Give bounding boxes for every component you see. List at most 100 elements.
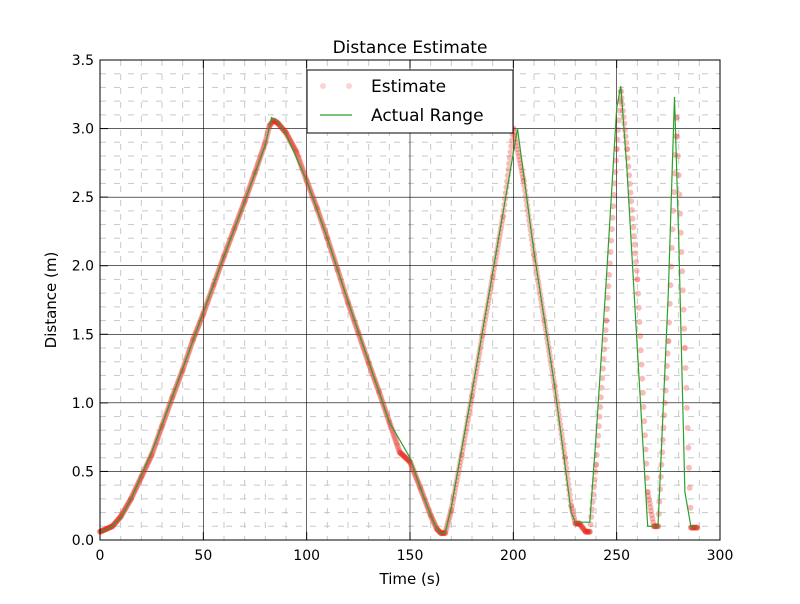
estimate-point [400, 452, 407, 459]
estimate-point [638, 361, 645, 368]
estimate-point [646, 500, 653, 507]
estimate-point [584, 528, 591, 535]
estimate-point [524, 202, 531, 209]
estimate-point [616, 107, 623, 114]
estimate-point [567, 497, 574, 504]
estimate-point [610, 191, 617, 198]
estimate-point [515, 153, 522, 160]
estimate-point [643, 460, 650, 467]
estimate-point [508, 137, 515, 144]
estimate-point [622, 133, 629, 140]
estimate-point [392, 437, 399, 444]
estimate-point [648, 511, 655, 518]
estimate-point [579, 525, 586, 532]
x-tick-label: 150 [397, 548, 424, 564]
estimate-point [273, 119, 280, 126]
estimate-point [274, 119, 281, 126]
estimate-point [621, 120, 628, 127]
estimate-point [623, 139, 630, 146]
estimate-point [271, 117, 278, 124]
estimate-point [515, 149, 522, 156]
estimate-point [582, 528, 589, 535]
x-tick-label: 100 [293, 548, 320, 564]
estimate-point [658, 461, 665, 468]
estimate-point [609, 214, 616, 221]
estimate-point [450, 495, 457, 502]
estimate-point [608, 226, 615, 233]
estimate-point [507, 148, 514, 155]
estimate-point [605, 283, 612, 290]
estimate-point [639, 375, 646, 382]
legend-estimate-label: Estimate [371, 77, 446, 97]
estimate-point [635, 290, 642, 297]
estimate-point [604, 294, 611, 301]
axis-tick-labels: 0 50 100 150 200 250 300 0.0 0.5 1.0 1.5 2.0 2.5 3.0 3… [72, 53, 734, 564]
estimate-point [641, 418, 648, 425]
estimate-point [606, 271, 613, 278]
y-tick-label: 0.0 [72, 533, 94, 549]
estimate-point [634, 276, 641, 283]
estimate-point [400, 453, 407, 460]
estimate-point [686, 484, 693, 491]
estimate-point [476, 348, 483, 355]
estimate-point [588, 513, 595, 520]
estimate-point [404, 456, 411, 463]
estimate-point [610, 203, 617, 210]
estimate-point [677, 229, 684, 236]
estimate-point [641, 432, 648, 439]
estimate-point [632, 250, 639, 257]
estimate-point [603, 317, 610, 324]
estimate-point [562, 460, 569, 467]
estimate-point [115, 516, 122, 523]
estimate-point [602, 327, 609, 334]
estimate-point [687, 504, 694, 511]
y-tick-label: 2.5 [72, 190, 94, 206]
estimate-point [629, 215, 636, 222]
estimate-point [395, 445, 402, 452]
estimate-point [649, 515, 656, 522]
estimate-point [682, 364, 689, 371]
legend-box [306, 69, 514, 134]
estimate-point [646, 496, 653, 503]
estimate-point [496, 233, 503, 240]
estimate-point [391, 435, 398, 442]
estimate-point [398, 450, 405, 457]
estimate-point [685, 444, 692, 451]
estimate-point [630, 224, 637, 231]
estimate-point [621, 126, 628, 133]
estimate-point [628, 198, 635, 205]
estimate-point [484, 301, 491, 308]
y-tick-label: 3.0 [72, 122, 94, 138]
estimate-point [271, 118, 278, 125]
estimate-point [583, 528, 590, 535]
estimate-point [588, 506, 595, 513]
estimate-point [524, 207, 531, 214]
estimate-point [660, 424, 667, 431]
estimate-point [633, 267, 640, 274]
y-tick-label: 2.0 [72, 259, 94, 275]
estimate-point [680, 306, 687, 313]
estimate-point [632, 259, 639, 266]
x-tick-label: 200 [500, 548, 527, 564]
estimate-point [684, 424, 691, 431]
legend-actual-range-label: Actual Range [371, 106, 484, 126]
estimate-point [566, 486, 573, 493]
estimate-point [601, 346, 608, 353]
x-axis-label: Time (s) [379, 570, 441, 588]
estimate-point [397, 449, 404, 456]
estimate-point [272, 118, 279, 125]
x-tick-label: 250 [603, 548, 630, 564]
estimate-point [566, 492, 573, 499]
estimate-point [601, 336, 608, 343]
estimate-point [669, 226, 676, 233]
estimate-point [615, 117, 622, 124]
estimate-point [589, 498, 596, 505]
estimate-point [475, 356, 482, 363]
legend: Estimate Actual Range [306, 69, 514, 134]
estimate-point [579, 524, 586, 531]
estimate-point [523, 197, 530, 204]
y-axis-label: Distance (m) [42, 252, 60, 349]
estimate-point [686, 464, 692, 471]
estimate-point [399, 451, 406, 458]
series-layer [97, 85, 701, 537]
